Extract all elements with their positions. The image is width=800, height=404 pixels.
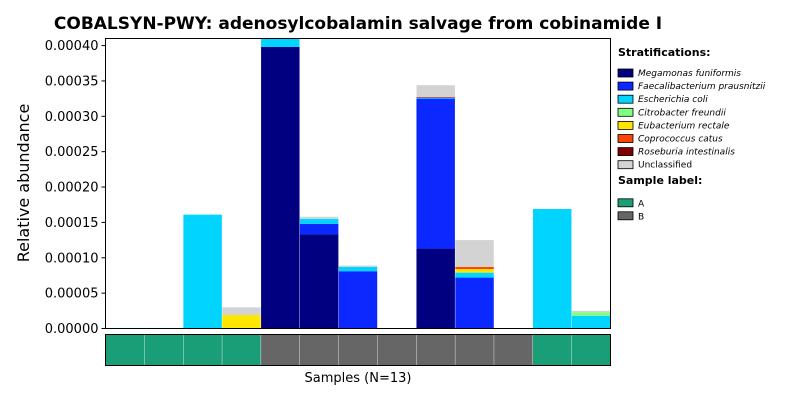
bar-segment-sample-7-series-2 (338, 266, 378, 272)
sample-label-cell-3 (183, 335, 222, 365)
y-tick-label: 0.00035 (45, 74, 99, 89)
bar-segment-sample-13-series-3 (571, 312, 611, 316)
x-axis-label: Samples (N=13) (305, 371, 412, 386)
bar-segment-sample-6-series-0 (299, 234, 339, 329)
bars-group (183, 38, 611, 329)
legend-entry-label: Faecalibacterium prausnitzii (638, 82, 766, 92)
sample-label-strip (105, 335, 611, 365)
legend: Stratifications: Megamonas funiformis Faec… (617, 46, 766, 222)
legend-swatch (617, 160, 634, 170)
bar-segment-sample-5-series-0 (261, 46, 300, 329)
legend-sample-swatch (617, 211, 634, 221)
legend-stratifications-heading: Stratifications: (618, 46, 711, 59)
bar-segment-sample-10-series-7 (455, 240, 494, 267)
sample-label-cell-12 (533, 335, 572, 365)
legend-entry-label: Roseburia intestinalis (638, 148, 735, 158)
bar-segment-sample-9-series-2 (416, 97, 455, 99)
sample-label-cell-9 (416, 335, 455, 365)
legend-sample-entry-label: B (638, 212, 644, 222)
sample-label-cell-1 (105, 335, 145, 365)
legend-swatch (617, 81, 634, 91)
bar-segment-sample-9-series-7 (416, 85, 455, 98)
bar-segment-sample-7-series-7 (338, 265, 378, 267)
legend-swatch (617, 94, 634, 104)
sample-label-cell-6 (299, 335, 339, 365)
sample-label-cell-5 (261, 335, 300, 365)
y-tick-label: 0.00010 (45, 251, 99, 266)
legend-entry-label: Eubacterium rectale (638, 121, 730, 131)
y-axis-label: Relative abundance (14, 104, 33, 263)
bar-segment-sample-13-series-7 (571, 310, 611, 313)
sample-label-cell-4 (222, 335, 261, 365)
legend-entry-label: Megamonas funiformis (638, 69, 741, 79)
bar-segment-sample-10-series-1 (455, 277, 494, 329)
bar-segment-sample-9-series-1 (416, 98, 455, 249)
bar-segment-sample-6-series-1 (299, 223, 339, 235)
legend-swatch (617, 147, 634, 157)
bar-segment-sample-10-series-5 (455, 266, 494, 270)
bar-segment-sample-13-series-2 (571, 315, 611, 329)
legend-swatch (617, 121, 634, 130)
sample-label-cell-13 (571, 335, 611, 365)
legend-swatch (617, 134, 634, 143)
sample-label-cell-2 (144, 335, 183, 365)
bar-segment-sample-6-series-7 (299, 216, 339, 219)
sample-label-cell-8 (377, 335, 417, 365)
bar-segment-sample-7-series-1 (338, 271, 378, 329)
y-tick-label: 0.00040 (45, 39, 99, 54)
bar-segment-sample-3-series-2 (183, 214, 222, 329)
y-tick-label: 0.00000 (45, 322, 99, 337)
legend-swatch (617, 68, 634, 78)
bar-segment-sample-5-series-2 (261, 38, 300, 47)
bar-segment-sample-10-series-4 (455, 269, 494, 273)
bar-segment-sample-9-series-6 (416, 97, 455, 98)
bar-segment-sample-9-series-0 (416, 248, 455, 329)
y-tick-label: 0.00020 (45, 181, 99, 196)
legend-swatch (617, 107, 634, 117)
bar-segment-sample-10-series-2 (455, 272, 494, 278)
legend-entry-label: Unclassified (638, 161, 692, 171)
sample-strip-frame (105, 334, 611, 366)
y-ticks-group: 0.00000 0.00005 0.00010 0.00015 0.00020 0.000… (45, 39, 106, 337)
y-tick-label: 0.00030 (45, 110, 99, 125)
bar-segment-sample-4-series-7 (222, 307, 261, 316)
sample-label-cell-11 (494, 335, 533, 365)
legend-entry-label: Escherichia coli (638, 95, 708, 105)
sample-label-cell-7 (338, 335, 378, 365)
y-tick-label: 0.00015 (45, 216, 99, 231)
legend-entry-label: Coprococcus catus (638, 135, 723, 145)
chart-title: COBALSYN-PWY: adenosylcobalamin salvage … (54, 14, 662, 34)
legend-entry-label: Citrobacter freundii (638, 108, 726, 118)
sample-label-cell-10 (455, 335, 494, 365)
bar-segment-sample-12-series-2 (533, 208, 572, 329)
y-tick-label: 0.00025 (45, 145, 99, 160)
legend-sample-swatch (617, 198, 634, 208)
bar-segment-sample-4-series-4 (222, 315, 261, 329)
y-tick-label: 0.00005 (45, 287, 99, 302)
bar-segment-sample-6-series-2 (299, 218, 339, 224)
legend-sample-label-heading: Sample label: (618, 174, 702, 187)
plot-frame (105, 38, 611, 329)
legend-sample-entry-label: A (638, 199, 645, 209)
